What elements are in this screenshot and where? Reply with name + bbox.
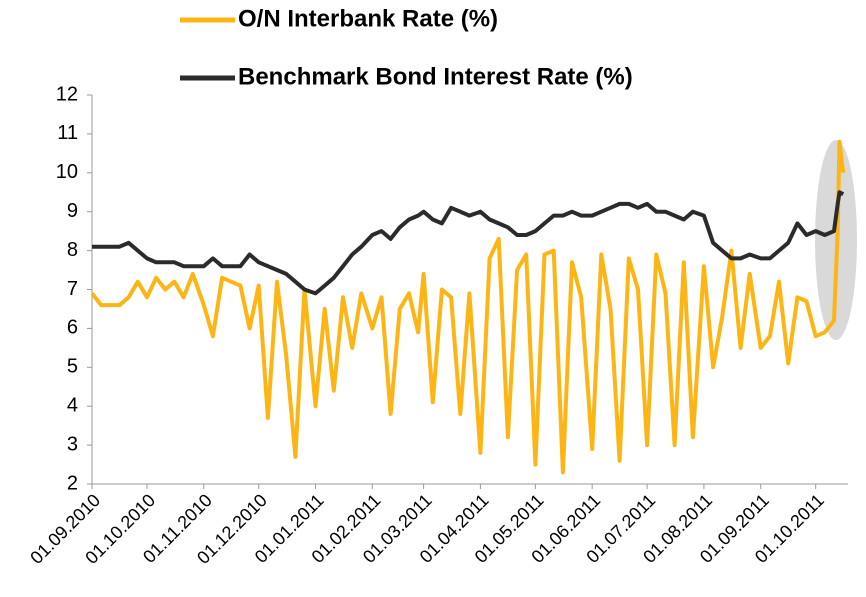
y-tick-label: 10 — [56, 161, 78, 183]
y-tick-label: 3 — [67, 433, 78, 455]
y-tick-label: 8 — [67, 239, 78, 261]
y-tick-label: 11 — [57, 122, 78, 144]
series-line — [92, 190, 845, 296]
y-tick-label: 12 — [56, 83, 78, 105]
legend-label: O/N Interbank Rate (%) — [238, 5, 498, 32]
y-tick-label: 9 — [67, 200, 78, 222]
y-tick-label: 2 — [67, 472, 78, 494]
y-tick-label: 4 — [67, 394, 78, 416]
y-tick-label: 7 — [67, 278, 78, 300]
series-line — [90, 139, 846, 475]
y-tick-label: 5 — [67, 356, 78, 378]
legend-label: Benchmark Bond Interest Rate (%) — [238, 63, 633, 90]
y-tick-label: 6 — [67, 317, 78, 339]
